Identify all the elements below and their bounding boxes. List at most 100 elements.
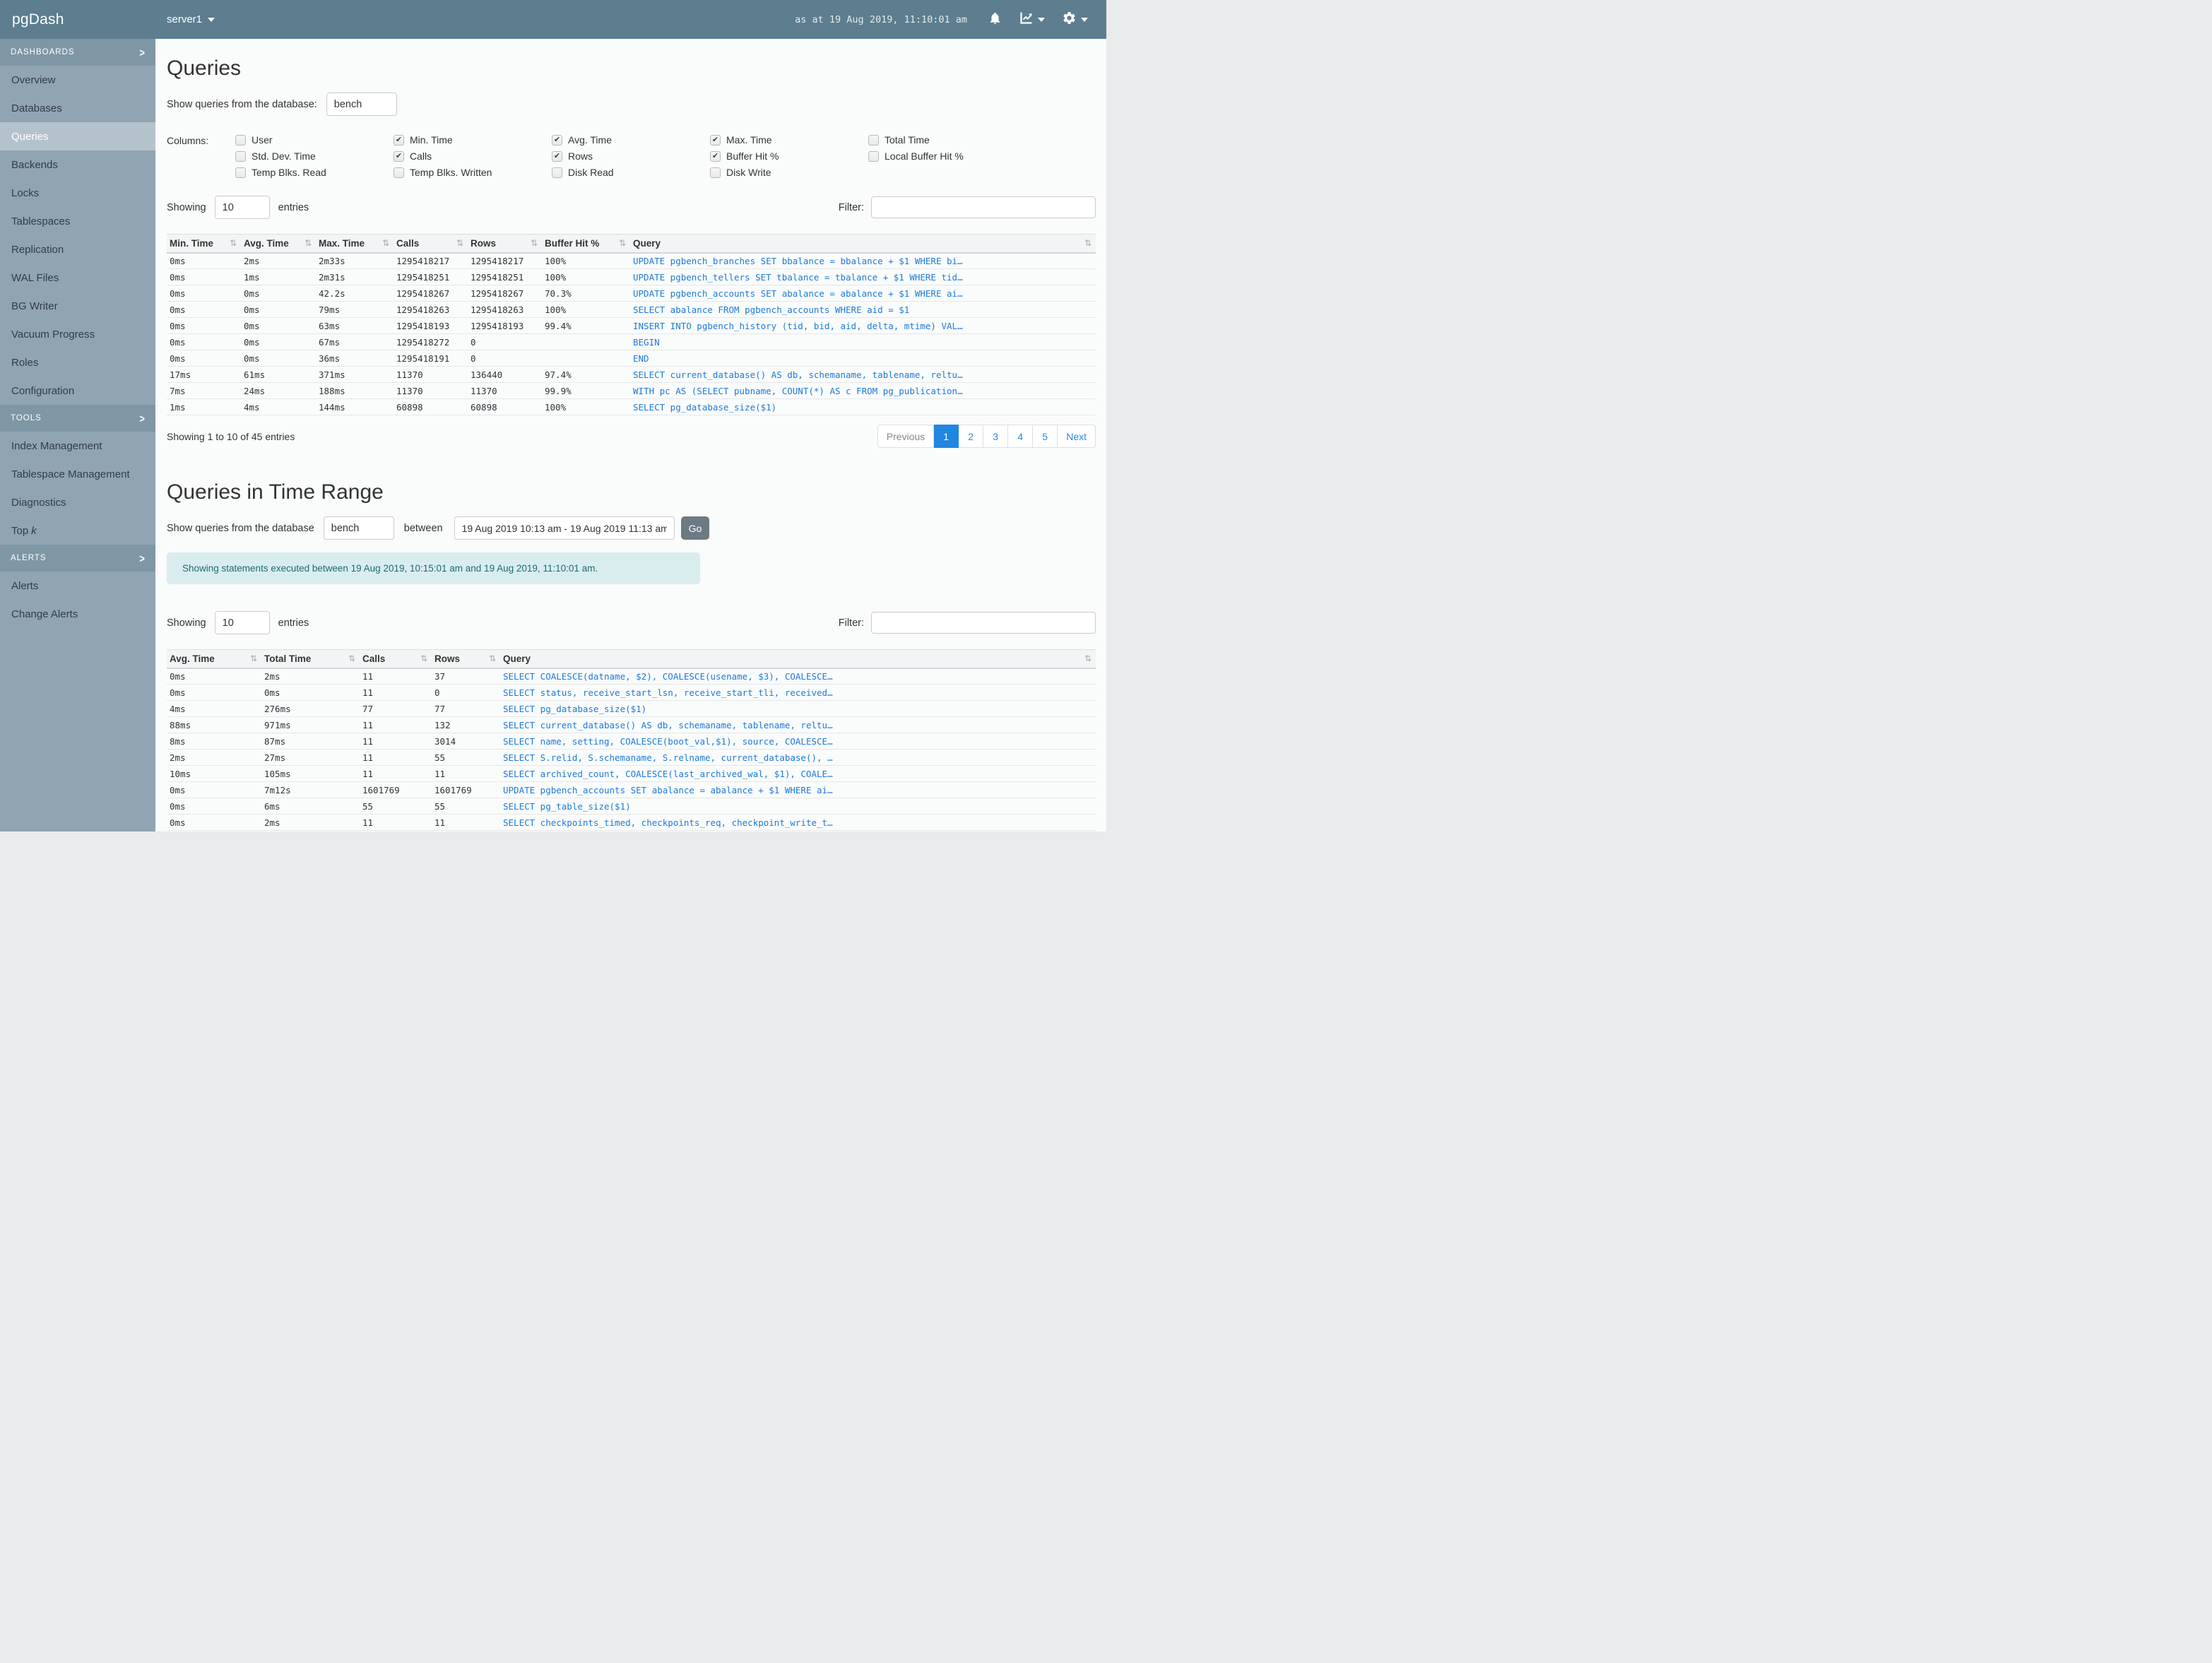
sidebar-item-tablespaces[interactable]: Tablespaces xyxy=(0,207,155,235)
checkbox-disk-write[interactable]: Disk Write xyxy=(710,167,868,178)
checkbox-avg-time[interactable]: Avg. Time xyxy=(552,134,710,146)
sidebar-item-replication[interactable]: Replication xyxy=(0,235,155,264)
checkbox-min-time[interactable]: Min. Time xyxy=(394,134,552,146)
checkbox-buffer-hit[interactable]: Buffer Hit % xyxy=(710,150,868,162)
checkbox-unchecked-icon[interactable] xyxy=(868,150,879,162)
column-header-avg-time[interactable]: Avg. Time ⇅ xyxy=(167,649,261,669)
sidebar-item-databases[interactable]: Databases xyxy=(0,94,155,122)
sidebar-item-tablespace-management[interactable]: Tablespace Management xyxy=(0,460,155,488)
column-header-calls[interactable]: Calls ⇅ xyxy=(360,649,432,669)
query-cell[interactable]: SELECT archived_count, COALESCE(last_arc… xyxy=(500,765,1096,782)
column-header-rows[interactable]: Rows ⇅ xyxy=(468,234,542,254)
checkbox-calls[interactable]: Calls xyxy=(394,150,552,162)
checkbox-unchecked-icon[interactable] xyxy=(235,167,246,178)
query-cell[interactable]: SELECT S.relid, S.schemaname, S.relname,… xyxy=(500,749,1096,766)
checkbox-disk-read[interactable]: Disk Read xyxy=(552,167,710,178)
sidebar-item-locks[interactable]: Locks xyxy=(0,179,155,207)
checkbox-checked-icon[interactable] xyxy=(710,134,721,146)
query-cell[interactable]: SELECT pg_database_size($1) xyxy=(630,398,1096,415)
query-cell[interactable]: SELECT current_database() AS db, scheman… xyxy=(630,366,1096,383)
query-cell[interactable]: WITH pc AS (SELECT pubname, COUNT(*) AS … xyxy=(630,382,1096,399)
checkbox-unchecked-icon[interactable] xyxy=(868,134,879,146)
query-cell[interactable]: SELECT current_database() AS db, scheman… xyxy=(500,716,1096,733)
sidebar-item-index-management[interactable]: Index Management xyxy=(0,432,155,460)
query-cell[interactable]: UPDATE pgbench_accounts SET abalance = a… xyxy=(500,781,1096,798)
sidebar-section-alerts[interactable]: ALERTS > xyxy=(0,545,155,572)
page-2[interactable]: 2 xyxy=(959,425,984,448)
query-cell[interactable]: UPDATE pgbench_branches SET bbalance = b… xyxy=(630,252,1096,269)
query-cell[interactable]: SELECT status, receive_start_lsn, receiv… xyxy=(500,684,1096,701)
sidebar-item-bg-writer[interactable]: BG Writer xyxy=(0,292,155,320)
filter-input[interactable] xyxy=(871,612,1096,634)
sidebar-item-queries[interactable]: Queries xyxy=(0,122,155,150)
query-cell[interactable]: SELECT COALESCE(datname, $2), COALESCE(u… xyxy=(500,668,1096,685)
query-cell[interactable]: SELECT pg_table_size($1) xyxy=(500,798,1096,815)
charts-menu-button[interactable] xyxy=(1019,11,1045,29)
page-previous[interactable]: Previous xyxy=(877,425,935,448)
time-range-input[interactable] xyxy=(454,516,675,540)
column-header-calls[interactable]: Calls ⇅ xyxy=(394,234,468,254)
column-header-rows[interactable]: Rows ⇅ xyxy=(432,649,500,669)
query-cell[interactable]: UPDATE pgbench_accounts SET abalance = a… xyxy=(630,285,1096,302)
brand-logo[interactable]: pgDash xyxy=(12,11,64,28)
checkbox-checked-icon[interactable] xyxy=(394,134,404,146)
sidebar-item-vacuum-progress[interactable]: Vacuum Progress xyxy=(0,320,155,348)
sidebar-item-top-k[interactable]: Top k xyxy=(0,516,155,545)
sidebar-item-alerts[interactable]: Alerts xyxy=(0,572,155,600)
go-button[interactable]: Go xyxy=(680,516,710,540)
settings-menu-button[interactable] xyxy=(1062,11,1088,29)
filter-input[interactable] xyxy=(871,196,1096,218)
checkbox-checked-icon[interactable] xyxy=(552,134,562,146)
checkbox-std-dev-time[interactable]: Std. Dev. Time xyxy=(235,150,394,162)
checkbox-checked-icon[interactable] xyxy=(394,150,404,162)
sidebar-section-dashboards[interactable]: DASHBOARDS > xyxy=(0,39,155,66)
sidebar-item-change-alerts[interactable]: Change Alerts xyxy=(0,600,155,628)
notifications-button[interactable] xyxy=(988,11,1002,29)
column-header-query[interactable]: Query ⇅ xyxy=(500,649,1096,669)
column-header-max-time[interactable]: Max. Time ⇅ xyxy=(316,234,394,254)
query-cell[interactable]: SELECT name, setting, COALESCE(boot_val,… xyxy=(500,733,1096,750)
checkbox-unchecked-icon[interactable] xyxy=(710,167,721,178)
query-cell[interactable]: BEGIN xyxy=(630,333,1096,350)
page-size-input[interactable] xyxy=(214,611,270,634)
sidebar-section-tools[interactable]: TOOLS > xyxy=(0,405,155,432)
checkbox-total-time[interactable]: Total Time xyxy=(868,134,1027,146)
checkbox-checked-icon[interactable] xyxy=(710,150,721,162)
query-cell[interactable]: SELECT abalance FROM pgbench_accounts WH… xyxy=(630,301,1096,318)
column-header-min-time[interactable]: Min. Time ⇅ xyxy=(167,234,241,254)
checkbox-unchecked-icon[interactable] xyxy=(394,167,404,178)
database-select[interactable] xyxy=(323,516,394,540)
sidebar-item-roles[interactable]: Roles xyxy=(0,348,155,377)
checkbox-checked-icon[interactable] xyxy=(552,150,562,162)
sidebar-item-configuration[interactable]: Configuration xyxy=(0,377,155,405)
sidebar-item-backends[interactable]: Backends xyxy=(0,150,155,179)
page-4[interactable]: 4 xyxy=(1008,425,1034,448)
sidebar-item-diagnostics[interactable]: Diagnostics xyxy=(0,488,155,516)
checkbox-unchecked-icon[interactable] xyxy=(552,167,562,178)
column-header-query[interactable]: Query ⇅ xyxy=(630,234,1096,254)
query-cell[interactable]: SELECT pg_database_size($1) xyxy=(500,700,1096,717)
database-select[interactable] xyxy=(326,93,397,116)
checkbox-unchecked-icon[interactable] xyxy=(235,150,246,162)
column-header-total-time[interactable]: Total Time ⇅ xyxy=(261,649,360,669)
sidebar-item-wal-files[interactable]: WAL Files xyxy=(0,264,155,292)
checkbox-temp-blks-read[interactable]: Temp Blks. Read xyxy=(235,167,394,178)
checkbox-rows[interactable]: Rows xyxy=(552,150,710,162)
sidebar-item-overview[interactable]: Overview xyxy=(0,66,155,94)
server-selector[interactable]: server1 xyxy=(167,13,215,25)
query-cell[interactable]: END xyxy=(630,350,1096,367)
checkbox-local-buffer-hit[interactable]: Local Buffer Hit % xyxy=(868,150,1027,162)
page-1[interactable]: 1 xyxy=(934,425,959,448)
page-size-input[interactable] xyxy=(214,196,270,219)
query-cell[interactable]: SELECT checkpoints_timed, checkpoints_re… xyxy=(500,814,1096,831)
query-cell[interactable]: INSERT INTO pgbench_history (tid, bid, a… xyxy=(630,317,1096,334)
checkbox-user[interactable]: User xyxy=(235,134,394,146)
checkbox-max-time[interactable]: Max. Time xyxy=(710,134,868,146)
page-3[interactable]: 3 xyxy=(983,425,1009,448)
column-header-buffer-hit[interactable]: Buffer Hit % ⇅ xyxy=(542,234,630,254)
column-header-avg-time[interactable]: Avg. Time ⇅ xyxy=(241,234,316,254)
page-next[interactable]: Next xyxy=(1058,425,1096,448)
checkbox-temp-blks-written[interactable]: Temp Blks. Written xyxy=(394,167,552,178)
checkbox-unchecked-icon[interactable] xyxy=(235,134,246,146)
query-cell[interactable]: UPDATE pgbench_tellers SET tbalance = tb… xyxy=(630,268,1096,285)
